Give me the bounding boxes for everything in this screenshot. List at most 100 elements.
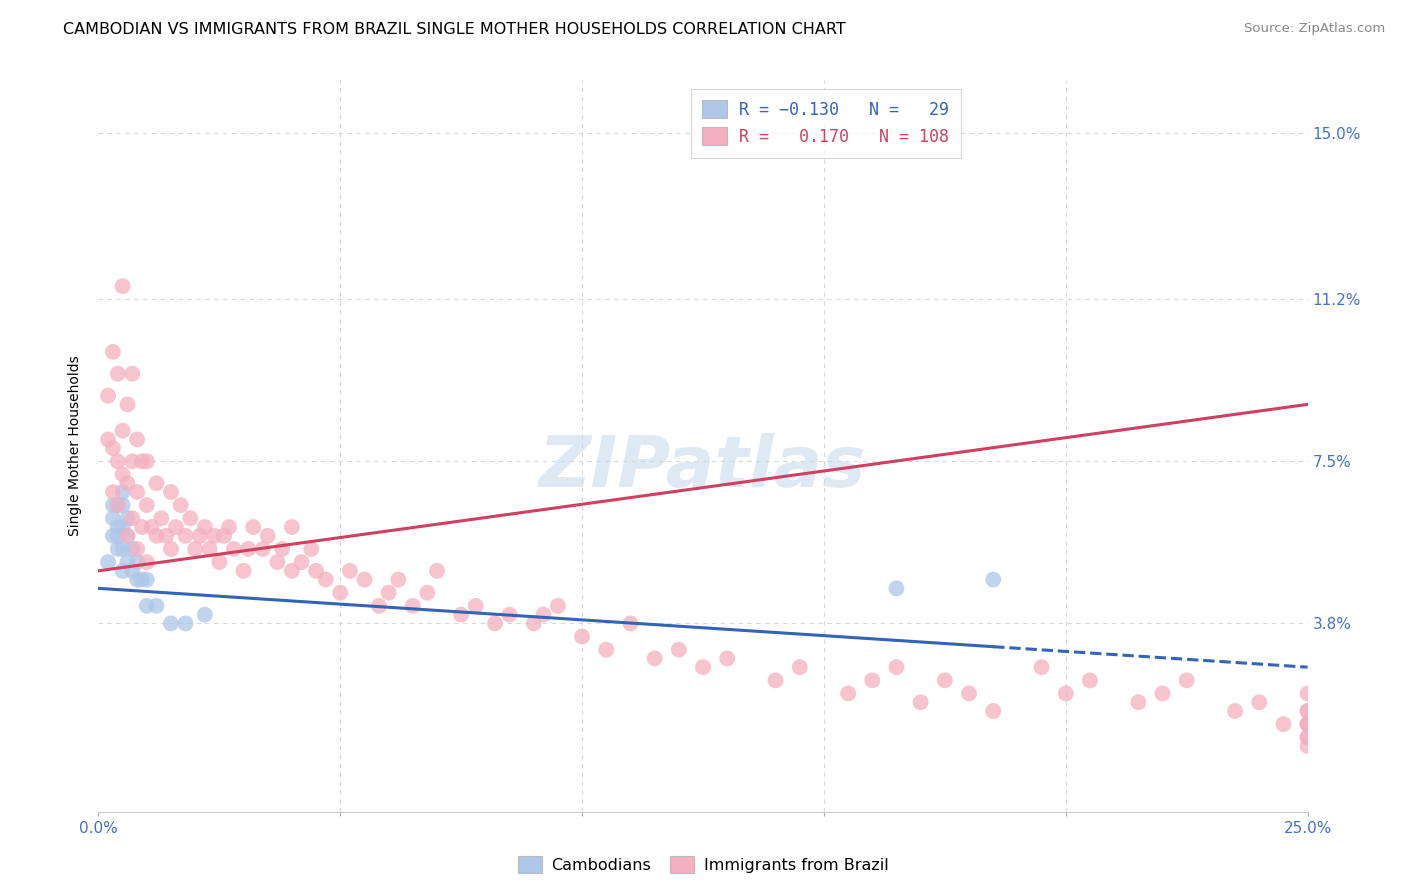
Point <box>97 555 120 569</box>
Point <box>290 555 312 569</box>
Point <box>1296 717 1319 731</box>
Point <box>315 573 337 587</box>
Point <box>789 660 811 674</box>
Point <box>339 564 361 578</box>
Point <box>121 454 143 468</box>
Point <box>135 555 157 569</box>
Point <box>1296 739 1319 753</box>
Point <box>1175 673 1198 688</box>
Point <box>1296 717 1319 731</box>
Point <box>111 541 134 556</box>
Point <box>188 529 211 543</box>
Point <box>117 529 139 543</box>
Point <box>1272 717 1295 731</box>
Point <box>165 520 187 534</box>
Point <box>1296 717 1319 731</box>
Point <box>107 520 129 534</box>
Point <box>1128 695 1150 709</box>
Point <box>644 651 666 665</box>
Point <box>135 599 157 613</box>
Point <box>160 485 183 500</box>
Point <box>281 564 304 578</box>
Point <box>117 476 139 491</box>
Point <box>179 511 201 525</box>
Point <box>1296 731 1319 745</box>
Point <box>101 511 124 525</box>
Point <box>329 585 352 599</box>
Point <box>174 529 197 543</box>
Point <box>101 485 124 500</box>
Point <box>1223 704 1246 718</box>
Point <box>208 555 231 569</box>
Point <box>194 607 217 622</box>
Point <box>117 511 139 525</box>
Point <box>1296 704 1319 718</box>
Point <box>107 454 129 468</box>
Point <box>111 564 134 578</box>
Point <box>619 616 641 631</box>
Point <box>169 498 191 512</box>
Point <box>107 498 129 512</box>
Point <box>131 520 153 534</box>
Point <box>402 599 425 613</box>
Point <box>198 541 221 556</box>
Point <box>242 520 264 534</box>
Point <box>117 555 139 569</box>
Point <box>668 642 690 657</box>
Point <box>692 660 714 674</box>
Point <box>1296 731 1319 745</box>
Point <box>204 529 226 543</box>
Point <box>837 686 859 700</box>
Point <box>1249 695 1271 709</box>
Point <box>377 585 399 599</box>
Point <box>127 485 149 500</box>
Point <box>595 642 617 657</box>
Point <box>135 454 157 468</box>
Point <box>266 555 288 569</box>
Point <box>155 529 177 543</box>
Point <box>368 599 391 613</box>
Point <box>117 529 139 543</box>
Point <box>765 673 787 688</box>
Point <box>222 541 245 556</box>
Point <box>107 541 129 556</box>
Point <box>281 520 304 534</box>
Point <box>252 541 274 556</box>
Point <box>450 607 472 622</box>
Point <box>101 529 124 543</box>
Point <box>107 529 129 543</box>
Point <box>174 616 197 631</box>
Point <box>145 476 167 491</box>
Point <box>1078 673 1101 688</box>
Point <box>145 529 167 543</box>
Point <box>121 367 143 381</box>
Point <box>135 573 157 587</box>
Point <box>145 599 167 613</box>
Point <box>131 454 153 468</box>
Point <box>218 520 240 534</box>
Point <box>131 573 153 587</box>
Point <box>101 344 124 359</box>
Point <box>271 541 294 556</box>
Point <box>387 573 409 587</box>
Point <box>1152 686 1174 700</box>
Point <box>1296 686 1319 700</box>
Point <box>886 582 908 596</box>
Point <box>212 529 235 543</box>
Point <box>184 541 207 556</box>
Point <box>531 607 554 622</box>
Point <box>150 511 173 525</box>
Point <box>957 686 980 700</box>
Point <box>160 616 183 631</box>
Point <box>416 585 439 599</box>
Point <box>127 433 149 447</box>
Point <box>111 424 134 438</box>
Point <box>426 564 449 578</box>
Point <box>121 541 143 556</box>
Point <box>97 433 120 447</box>
Point <box>981 704 1004 718</box>
Point <box>299 541 322 556</box>
Point <box>121 511 143 525</box>
Point <box>1054 686 1077 700</box>
Point <box>547 599 569 613</box>
